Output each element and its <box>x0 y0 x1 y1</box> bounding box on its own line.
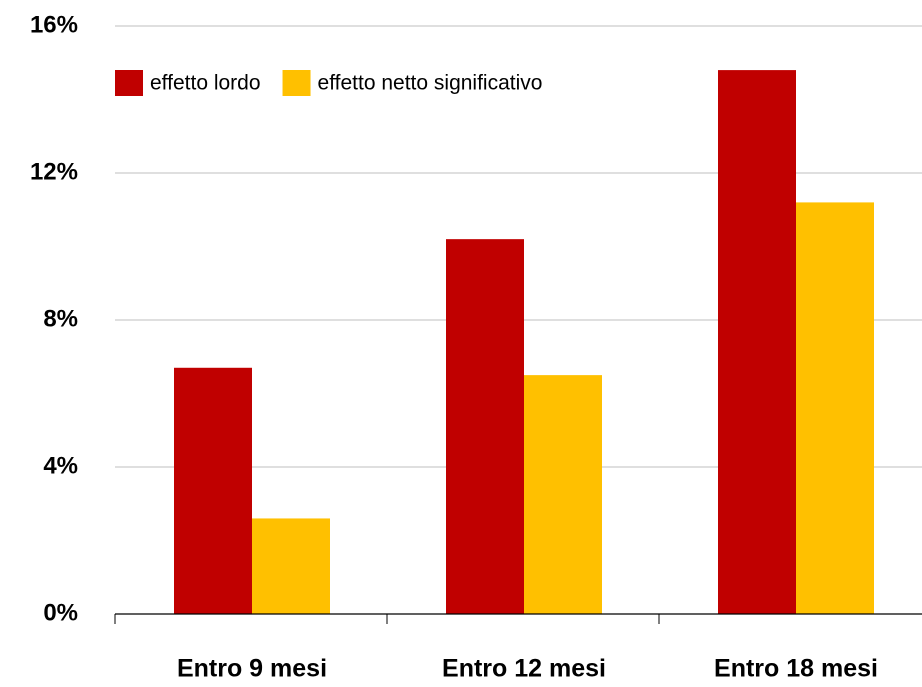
legend-swatch <box>282 70 311 96</box>
bar <box>718 70 796 615</box>
bar <box>174 367 252 614</box>
y-tick-label: 12% <box>30 158 78 185</box>
legend-label: effetto netto significativo <box>318 72 543 95</box>
x-tick-label: Entro 12 mesi <box>442 655 606 683</box>
bar <box>446 239 524 614</box>
x-tick-label: Entro 9 mesi <box>177 655 327 683</box>
bar <box>252 518 330 614</box>
legend-swatch <box>115 70 143 96</box>
y-tick-label: 16% <box>30 11 78 38</box>
x-tick-label: Entro 18 mesi <box>714 655 878 683</box>
bar <box>796 202 874 614</box>
legend-label: effetto lordo <box>150 72 261 95</box>
y-tick-label: 8% <box>43 305 78 332</box>
bar <box>524 375 602 614</box>
y-tick-label: 0% <box>43 599 78 626</box>
y-tick-label: 4% <box>43 452 78 479</box>
